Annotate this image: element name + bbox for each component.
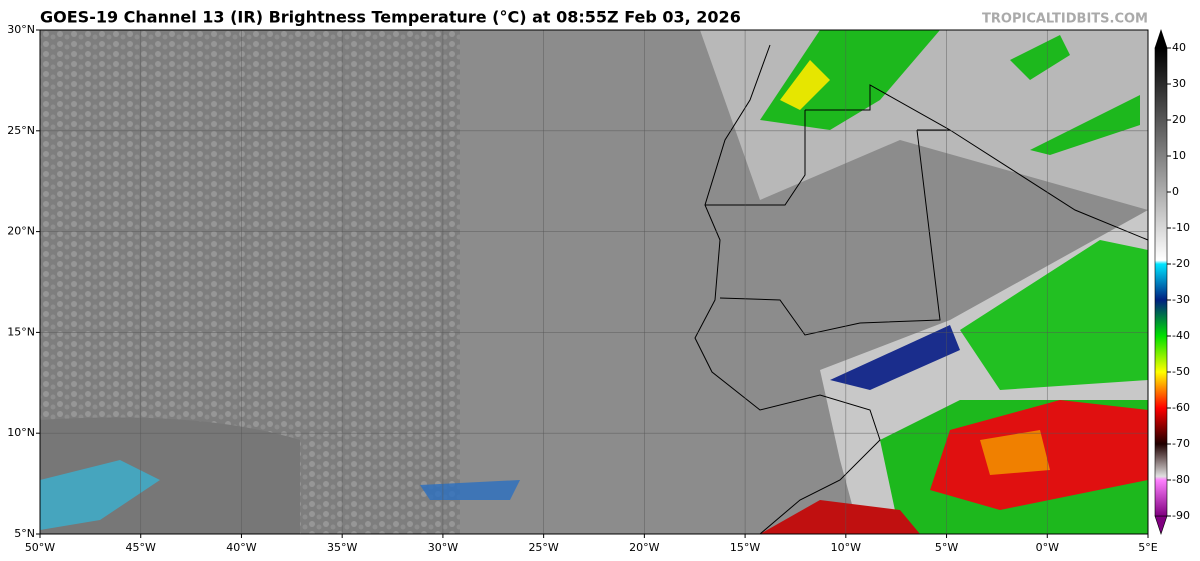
y-tick-label: 10°N — [7, 426, 35, 439]
satellite-image — [40, 30, 1149, 535]
y-tick-label: 15°N — [7, 325, 35, 338]
colorbar-tick-label: -60 — [1172, 401, 1190, 414]
colorbar-tick-label: 20 — [1172, 113, 1186, 126]
colorbar-tick-label: -70 — [1172, 437, 1190, 450]
colorbar-tick-label: -10 — [1172, 221, 1190, 234]
colorbar-tick-label: -80 — [1172, 473, 1190, 486]
map-title: GOES-19 Channel 13 (IR) Brightness Tempe… — [40, 8, 741, 27]
colorbar-tick-label: 10 — [1172, 149, 1186, 162]
x-tick-label: 20°W — [629, 541, 659, 554]
colorbar-tick-label: -30 — [1172, 293, 1190, 306]
x-tick-label: 30°W — [428, 541, 458, 554]
x-tick-label: 25°W — [528, 541, 558, 554]
colorbar-body — [1154, 47, 1168, 517]
y-tick-label: 5°N — [14, 527, 35, 540]
x-tick-label: 5°E — [1138, 541, 1157, 554]
y-tick-label: 25°N — [7, 124, 35, 137]
colorbar-tick-label: -20 — [1172, 257, 1190, 270]
x-tick-label: 45°W — [126, 541, 156, 554]
x-tick-label: 0°W — [1036, 541, 1059, 554]
colorbar-tick-label: 40 — [1172, 41, 1186, 54]
x-tick-label: 50°W — [25, 541, 55, 554]
x-tick-label: 15°W — [730, 541, 760, 554]
source-credit: TROPICALTIDBITS.COM — [982, 12, 1148, 27]
colorbar-tick-label: -40 — [1172, 329, 1190, 342]
y-tick-label: 30°N — [7, 23, 35, 36]
colorbar-extend-top — [1154, 29, 1168, 49]
colorbar-tick-label: 30 — [1172, 77, 1186, 90]
y-tick-label: 20°N — [7, 225, 35, 238]
colorbar-extend-bottom — [1154, 515, 1168, 535]
x-tick-label: 5°W — [935, 541, 958, 554]
colorbar: 40 30 20 10 0 -10 -20 -30 -40 -50 -60 -70 -80 -90 — [1154, 29, 1190, 535]
colorbar-tick-label: -50 — [1172, 365, 1190, 378]
map-frame — [39, 29, 1149, 535]
colorbar-tick-label: 0 — [1172, 185, 1179, 198]
colorbar-tick-label: -90 — [1172, 509, 1190, 522]
x-tick-label: 35°W — [327, 541, 357, 554]
x-tick-label: 10°W — [831, 541, 861, 554]
x-tick-label: 40°W — [226, 541, 256, 554]
